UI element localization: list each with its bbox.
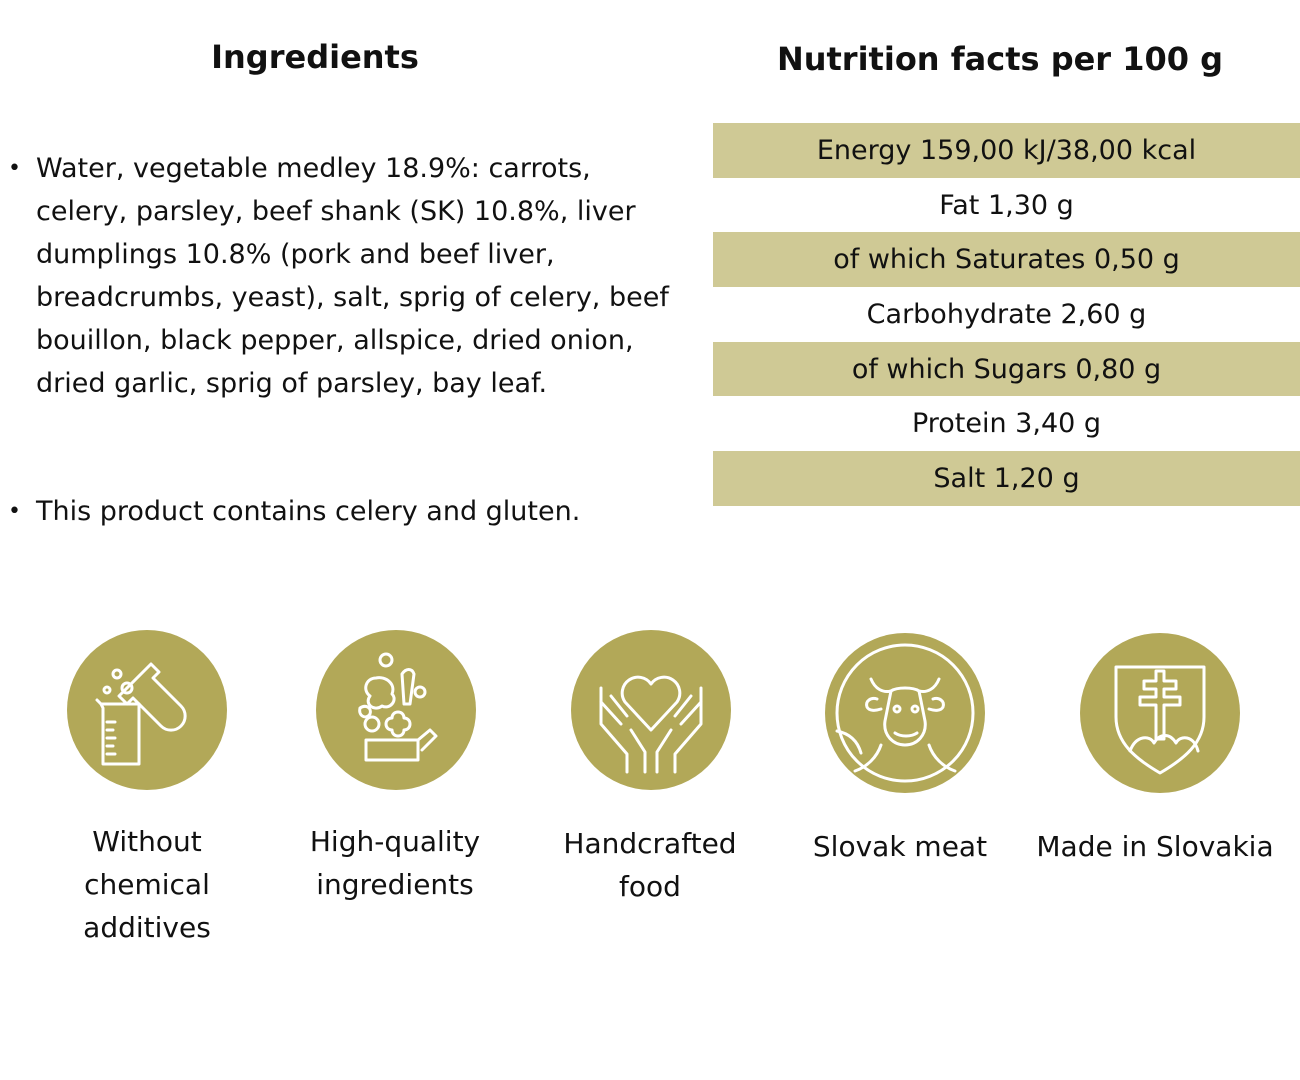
nutrition-row-fat: Fat 1,30 g (939, 189, 1074, 221)
nutrition-row-carbohydrate: Carbohydrate 2,60 g (866, 298, 1147, 330)
nutrition-row-sugars: of which Sugars 0,80 g (713, 341, 1300, 397)
ingredients-title: Ingredients (211, 38, 419, 76)
allergen-item: • This product contains celery and glute… (8, 490, 696, 533)
badge-label: Made in Slovakia (1036, 830, 1274, 863)
vegetables-icon (316, 630, 476, 790)
chemistry-flask-icon (67, 630, 227, 790)
nutrition-table: Energy 159,00 kJ/38,00 kcal Fat 1,30 g o… (713, 123, 1300, 506)
ingredients-item: • Water, vegetable medley 18.9%: carrots… (8, 147, 676, 405)
slovak-coat-of-arms-icon (1080, 633, 1240, 793)
ingredients-text: Water, vegetable medley 18.9%: carrots, … (36, 153, 669, 399)
nutrition-row-saturates: of which Saturates 0,50 g (713, 232, 1300, 288)
bullet-icon: • (8, 156, 21, 181)
nutrition-row-protein: Protein 3,40 g (911, 408, 1102, 440)
badge-label: Handcrafted food (563, 827, 737, 903)
badge-label: High-quality ingredients (309, 825, 481, 901)
badge-label: Without chemical additives (83, 825, 211, 944)
nutrition-row-energy: Energy 159,00 kJ/38,00 kcal (713, 123, 1300, 178)
nutrition-row-salt: Salt 1,20 g (713, 451, 1300, 506)
allergen-text: This product contains celery and gluten. (36, 496, 581, 527)
heart-hands-icon (571, 630, 731, 790)
bullet-icon: • (8, 499, 21, 524)
ingredients-list: • Water, vegetable medley 18.9%: carrots… (0, 0, 700, 560)
nutrition-title: Nutrition facts per 100 g (776, 40, 1224, 78)
badge-label: Slovak meat (812, 830, 988, 863)
cow-icon (825, 633, 985, 793)
